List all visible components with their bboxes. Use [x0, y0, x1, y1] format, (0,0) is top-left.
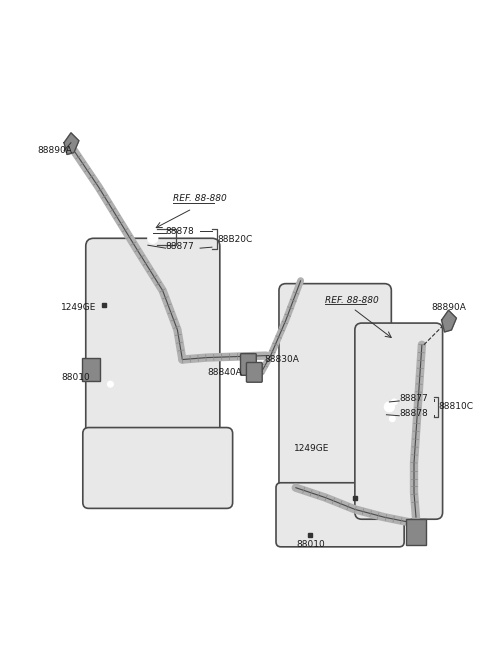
Text: 88878: 88878 [166, 227, 194, 236]
Text: 88B20C: 88B20C [218, 235, 253, 244]
FancyBboxPatch shape [276, 483, 404, 547]
Text: 1249GE: 1249GE [61, 303, 96, 312]
Text: 88890A: 88890A [432, 303, 467, 312]
Circle shape [391, 399, 397, 405]
FancyBboxPatch shape [86, 238, 220, 441]
Circle shape [108, 381, 113, 387]
FancyBboxPatch shape [279, 283, 391, 495]
Text: 88810C: 88810C [439, 402, 474, 411]
Text: REF. 88-880: REF. 88-880 [172, 194, 226, 203]
Text: 88010: 88010 [61, 373, 90, 382]
FancyBboxPatch shape [246, 363, 262, 382]
FancyBboxPatch shape [83, 428, 233, 508]
FancyBboxPatch shape [355, 323, 443, 520]
Text: 88840A: 88840A [207, 368, 242, 377]
Polygon shape [442, 310, 456, 332]
FancyBboxPatch shape [406, 520, 426, 545]
Text: 88890A: 88890A [37, 146, 72, 155]
Circle shape [384, 402, 394, 412]
Circle shape [148, 234, 158, 243]
Text: 88830A: 88830A [264, 355, 299, 364]
Text: 88877: 88877 [166, 241, 194, 251]
FancyBboxPatch shape [240, 354, 256, 375]
Text: REF. 88-880: REF. 88-880 [325, 296, 379, 305]
Polygon shape [64, 133, 79, 155]
Circle shape [389, 416, 395, 422]
Text: 88010: 88010 [296, 541, 325, 549]
Text: 1249GE: 1249GE [294, 443, 329, 453]
Text: 88878: 88878 [399, 409, 428, 419]
FancyBboxPatch shape [82, 358, 99, 381]
Text: 88877: 88877 [399, 394, 428, 403]
